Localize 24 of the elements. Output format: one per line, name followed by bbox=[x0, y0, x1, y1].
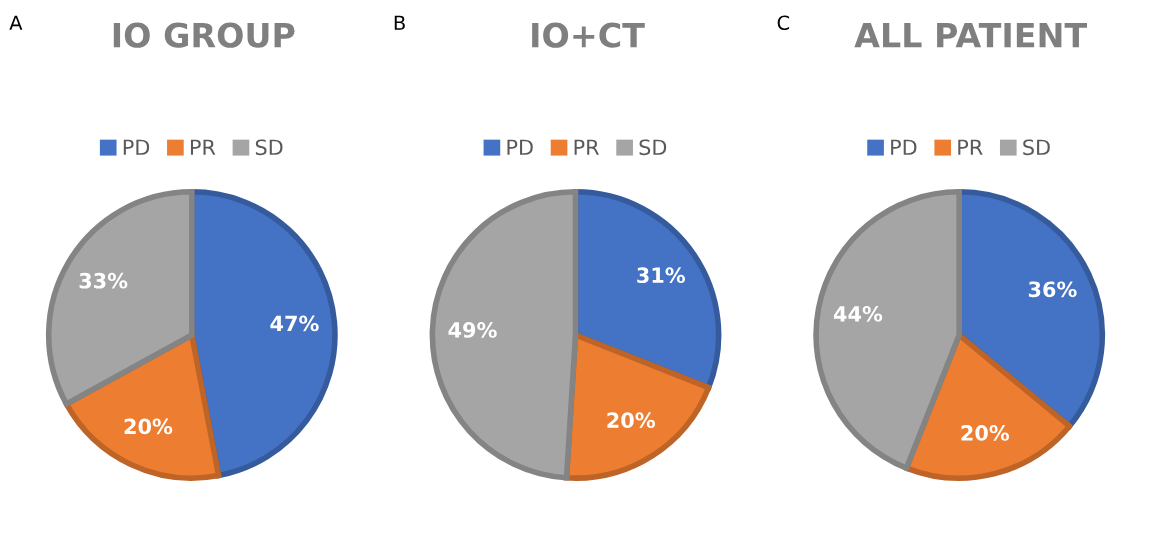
data-label: 20% bbox=[124, 418, 173, 435]
legend-label: PD bbox=[891, 139, 917, 155]
data-label: 31% bbox=[637, 267, 686, 284]
data-label: 49% bbox=[448, 322, 497, 338]
data-label: 36% bbox=[1028, 281, 1077, 298]
data-label: 20% bbox=[607, 412, 655, 429]
legend-label: PD bbox=[123, 139, 150, 155]
chart-title: ALL PATIENT bbox=[854, 22, 1088, 48]
chart-title: IO GROUP bbox=[113, 22, 295, 48]
legend-label: PD bbox=[507, 139, 533, 155]
legend-label: PR bbox=[958, 139, 983, 155]
legend-label: PR bbox=[574, 139, 600, 155]
legend-label: PR bbox=[190, 139, 216, 155]
legend-label: SD bbox=[255, 139, 283, 156]
legend-label: SD bbox=[639, 139, 667, 156]
data-label: 33% bbox=[79, 272, 128, 289]
data-label: 20% bbox=[961, 425, 1010, 441]
legend-label: SD bbox=[1023, 139, 1050, 156]
text: C bbox=[777, 15, 790, 31]
data-label: 47% bbox=[270, 315, 319, 332]
text: B bbox=[394, 15, 405, 30]
text: A bbox=[9, 15, 23, 30]
chart-title: IO+CT bbox=[532, 22, 645, 48]
data-label: 44% bbox=[833, 305, 883, 322]
